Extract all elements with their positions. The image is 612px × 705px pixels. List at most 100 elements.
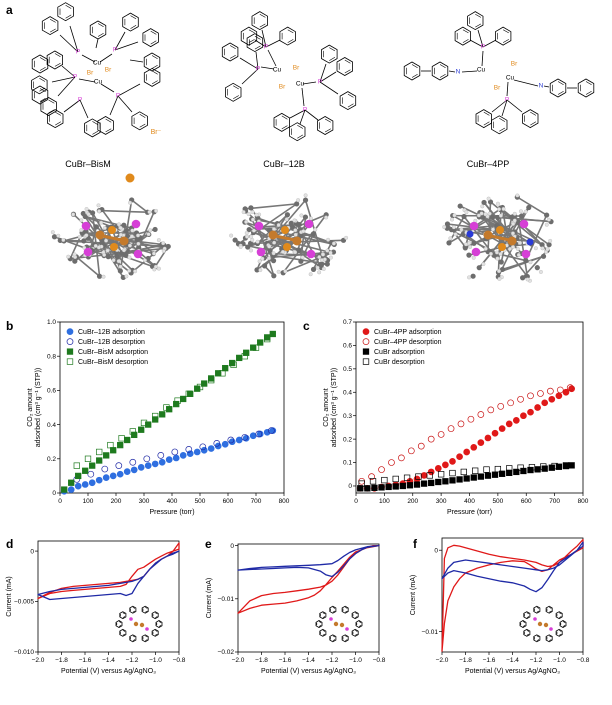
hydrogen-atom bbox=[84, 207, 89, 211]
phenyl-ring-icon bbox=[246, 33, 264, 53]
bond-line bbox=[100, 83, 115, 93]
data-point bbox=[186, 450, 194, 458]
phenyl-ring-icon bbox=[279, 26, 296, 46]
phenyl-ring-icon bbox=[151, 611, 159, 620]
bond-line bbox=[261, 29, 267, 48]
y-tick-label: 0.4 bbox=[47, 422, 56, 429]
data-point bbox=[157, 452, 165, 459]
hydrogen-atom bbox=[471, 255, 476, 260]
carbon-atom bbox=[546, 242, 552, 248]
x-tick-label: −1.8 bbox=[255, 657, 268, 664]
data-point bbox=[185, 390, 192, 397]
hydrogen-atom bbox=[147, 210, 152, 214]
phenyl-ring-icon bbox=[545, 605, 553, 614]
data-point bbox=[494, 465, 502, 473]
bond-line bbox=[461, 70, 478, 73]
hydrogen-atom bbox=[251, 217, 255, 222]
data-point bbox=[102, 474, 110, 481]
bond-line bbox=[63, 99, 81, 113]
hydrogen-atom bbox=[303, 193, 308, 198]
phenyl-ring-icon bbox=[31, 54, 49, 74]
bond-line bbox=[51, 76, 76, 83]
hydrogen-atom bbox=[452, 213, 457, 218]
x-axis-label: Potential (V) versus Ag/AgNO₃ bbox=[465, 668, 560, 675]
phosphorus-atom bbox=[83, 247, 93, 257]
hydrogen-atom bbox=[486, 196, 491, 201]
aromatic-bond-icon bbox=[320, 630, 326, 636]
phosphorus-atom bbox=[129, 617, 133, 621]
hydrogen-atom bbox=[511, 231, 515, 236]
model-bond bbox=[487, 201, 492, 252]
hydrogen-atom bbox=[257, 259, 262, 264]
carbon-atom bbox=[518, 213, 525, 219]
phenyl-ring-icon bbox=[403, 61, 421, 81]
data-point bbox=[82, 467, 89, 474]
data-point bbox=[534, 404, 541, 411]
hydrogen-atom bbox=[102, 226, 107, 230]
data-point bbox=[505, 420, 513, 428]
x-tick-label: −0.8 bbox=[577, 657, 590, 664]
carbon-atom bbox=[544, 212, 550, 218]
data-point bbox=[540, 463, 547, 470]
x-tick-label: −0.8 bbox=[373, 657, 386, 664]
bond-line bbox=[61, 65, 76, 78]
hydrogen-atom bbox=[153, 264, 158, 269]
phenyl-ring-icon bbox=[142, 28, 159, 48]
phenyl-ring-icon bbox=[533, 605, 541, 614]
carbon-atom bbox=[254, 267, 260, 273]
x-tick-label: −2.0 bbox=[232, 657, 245, 664]
carbon-atom bbox=[81, 238, 87, 244]
data-point bbox=[357, 485, 364, 492]
bond-line bbox=[81, 54, 96, 63]
carbon-atom bbox=[460, 231, 466, 237]
data-point bbox=[447, 425, 455, 432]
hydrogen-atom bbox=[516, 253, 521, 257]
data-point bbox=[551, 462, 558, 470]
ball-and-stick-model-bism bbox=[50, 173, 171, 281]
carbon-atom bbox=[319, 261, 325, 267]
hydrogen-atom bbox=[293, 232, 298, 237]
data-point bbox=[506, 469, 513, 477]
y-tick-label: 0.4 bbox=[343, 389, 352, 396]
atom-label-cu: Cu bbox=[273, 67, 282, 74]
bond-line bbox=[79, 99, 89, 119]
hydrogen-atom bbox=[496, 201, 500, 206]
hydrogen-atom bbox=[483, 212, 488, 217]
bond-line bbox=[299, 109, 306, 125]
atom-label-p: P bbox=[116, 93, 120, 100]
model-bond bbox=[478, 221, 518, 269]
data-point bbox=[145, 421, 152, 428]
hydrogen-atom bbox=[321, 266, 326, 271]
x-tick-label: −1.6 bbox=[79, 657, 92, 664]
data-point bbox=[107, 441, 114, 449]
aromatic-bond-icon bbox=[316, 621, 322, 627]
data-point bbox=[487, 406, 495, 414]
copper-atom bbox=[537, 621, 543, 627]
data-point bbox=[173, 400, 180, 408]
hydrogen-atom bbox=[450, 217, 454, 222]
phosphorus-atom bbox=[469, 221, 479, 231]
data-point bbox=[442, 478, 449, 485]
x-tick-label: 300 bbox=[139, 498, 150, 505]
aromatic-bond-icon bbox=[552, 81, 564, 95]
bond-line bbox=[289, 109, 306, 119]
data-point bbox=[388, 459, 395, 466]
model-bond bbox=[282, 214, 327, 274]
data-point bbox=[84, 455, 92, 462]
hydrogen-atom bbox=[515, 193, 520, 198]
data-point bbox=[555, 392, 563, 400]
hydrogen-atom bbox=[276, 269, 281, 274]
data-point bbox=[61, 486, 68, 493]
phenyl-ring-icon bbox=[317, 116, 334, 135]
hydrogen-atom bbox=[129, 234, 134, 239]
y-tick-label: 0.2 bbox=[47, 456, 56, 463]
carbon-atom bbox=[540, 253, 547, 259]
x-tick-label: 0 bbox=[354, 498, 358, 505]
x-tick-label: 500 bbox=[492, 498, 503, 505]
phenyl-ring-icon bbox=[495, 26, 512, 46]
hydrogen-atom bbox=[267, 244, 272, 249]
hydrogen-atom bbox=[325, 248, 330, 253]
hydrogen-atom bbox=[116, 222, 121, 227]
